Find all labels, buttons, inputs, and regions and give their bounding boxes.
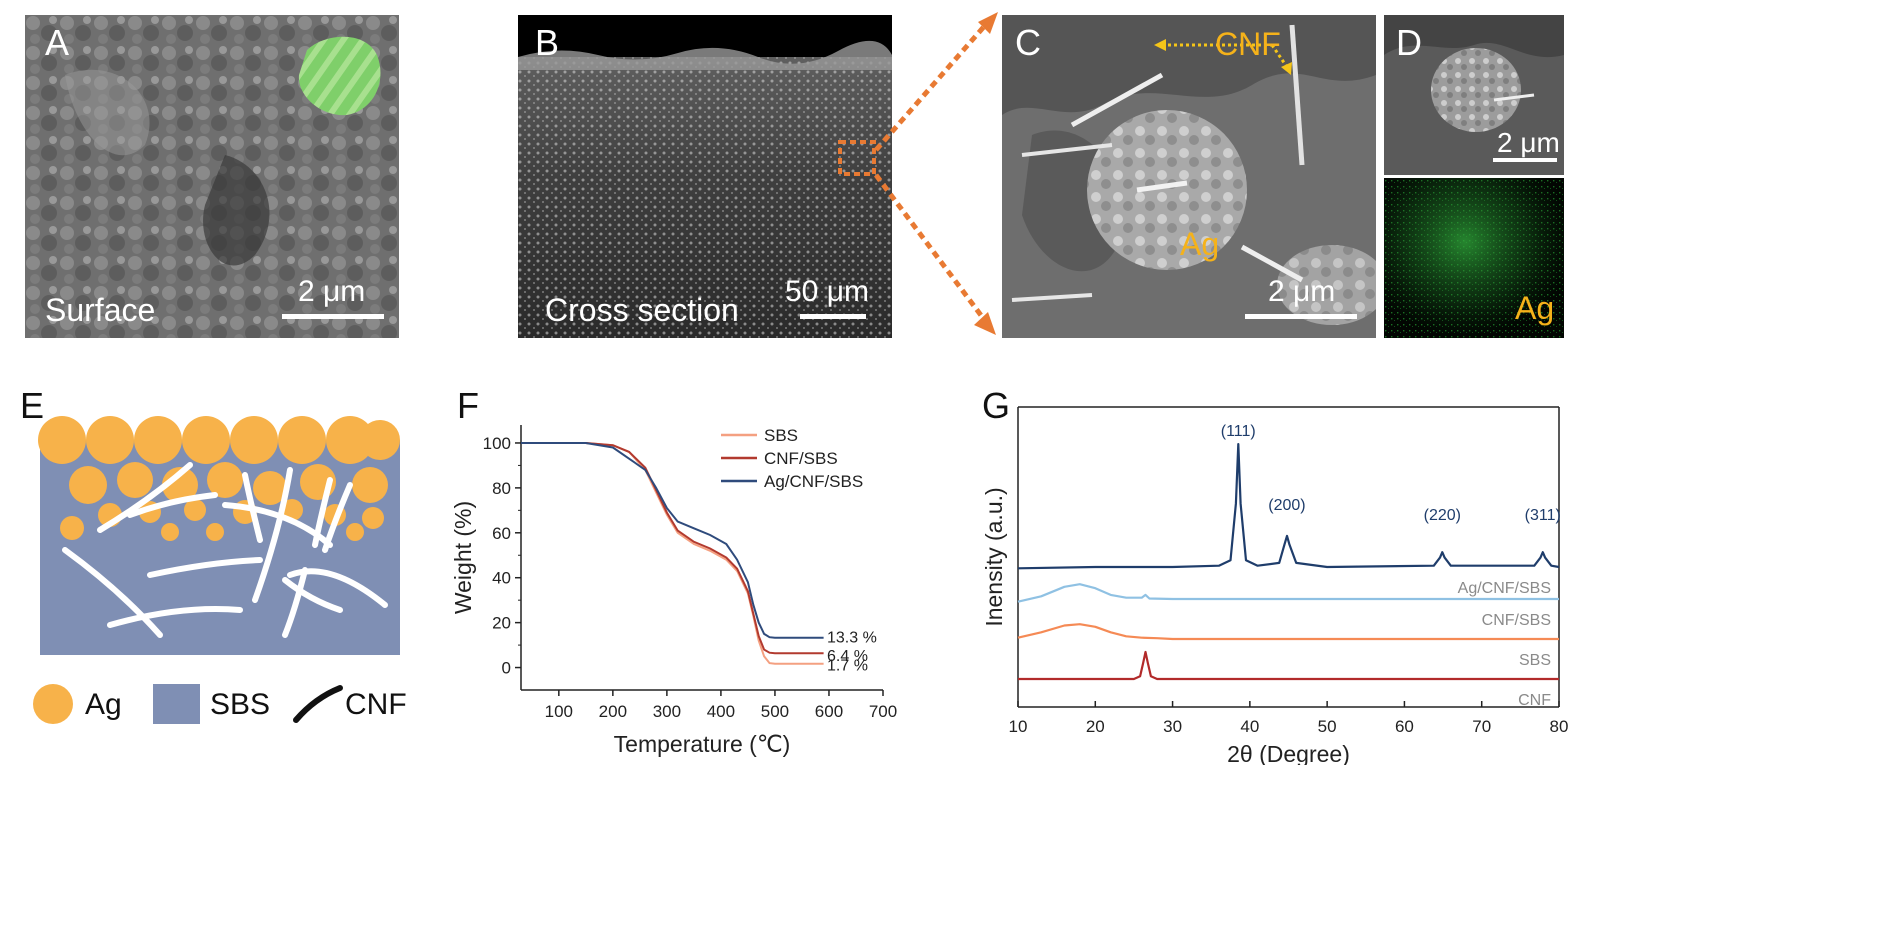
series-label: SBS (1519, 652, 1551, 669)
legend-label: SBS (764, 426, 798, 445)
panel-letter-f: F (457, 385, 479, 426)
series-line-ag-cnf-sbs (521, 442, 824, 639)
sem-d-texture (1384, 15, 1564, 175)
y-tick-label: 60 (492, 524, 511, 543)
schematic-diagram (38, 416, 400, 655)
series-label: CNF (1518, 692, 1551, 709)
eds-map-ag (1384, 178, 1564, 338)
cnf-label: CNF (1215, 26, 1281, 62)
series-line-cnf-sbs (521, 442, 824, 655)
x-tick-label: 400 (707, 702, 735, 721)
sem-surface-texture (25, 15, 399, 338)
series-line-ag-cnf-sbs (1017, 443, 1560, 570)
sem-image-d-top (1384, 15, 1564, 175)
legend-label: Ag/CNF/SBS (764, 472, 863, 491)
sem-image-surface (25, 15, 399, 338)
eds-ag-label: Ag (1515, 290, 1555, 326)
legend-ag-swatch (33, 684, 73, 724)
x-tick-label: 20 (1086, 717, 1105, 736)
legend-cnf-label: CNF (345, 688, 407, 721)
residue-annotation: 13.3 % (827, 630, 877, 647)
residue-annotation: 6.4 % (827, 648, 868, 665)
x-tick-label: 10 (1009, 717, 1028, 736)
peak-label: (200) (1268, 497, 1305, 514)
x-axis-label: 2θ (Degree) (1227, 741, 1350, 765)
sem-cross-section-texture (518, 15, 892, 338)
tga-chart: 100 200 300 400 500 600 700 0 20 40 60 80 100 Tempera… (450, 425, 897, 757)
y-axis-label: Weight (%) (450, 501, 476, 614)
x-tick-label: 40 (1240, 717, 1259, 736)
y-tick-label: 20 (492, 614, 511, 633)
series-line-cnf (1018, 650, 1559, 681)
ag-label: Ag (1180, 226, 1220, 262)
highlight-blob-icon (298, 36, 381, 116)
sem-image-zoom (1002, 15, 1376, 338)
panel-letter-g: G (982, 385, 1011, 426)
series-line-sbs (1017, 623, 1559, 641)
xrd-chart: 10 20 30 40 50 60 70 80 2θ (Degree) Inensity (a.u… (981, 406, 1569, 765)
x-tick-label: 600 (815, 702, 843, 721)
zoom-region-box (838, 140, 876, 176)
panel-letter-a: A (45, 22, 70, 63)
peak-label: (220) (1424, 507, 1461, 524)
cross-section-label: Cross section (545, 292, 739, 328)
surface-label: Surface (45, 292, 156, 328)
x-tick-label: 100 (545, 702, 573, 721)
scale-label-b: 50 μm (785, 275, 869, 308)
y-tick-label: 100 (483, 434, 511, 453)
x-axis-label: Temperature (℃) (614, 731, 791, 757)
panel-letter-e: E (20, 385, 45, 426)
sem-zoom-texture (1002, 15, 1376, 338)
panel-letter-c: C (1015, 22, 1041, 63)
peak-label: (311) (1525, 507, 1561, 524)
y-tick-label: 40 (492, 569, 511, 588)
cnf-fibers (62, 462, 388, 638)
residue-annotation: 1.7 % (827, 658, 868, 675)
scale-label-a: 2 μm (298, 275, 366, 308)
x-tick-label: 300 (653, 702, 681, 721)
scale-bar-a (282, 314, 384, 319)
eds-map-texture (1384, 178, 1564, 338)
panel-letter-d: D (1396, 22, 1422, 63)
scale-bar-c (1245, 314, 1357, 319)
scale-label-d: 2 μm (1497, 127, 1560, 158)
peak-label: (111) (1221, 423, 1256, 440)
x-tick-label: 80 (1550, 717, 1569, 736)
x-tick-label: 60 (1395, 717, 1414, 736)
x-tick-label: 500 (761, 702, 789, 721)
series-line-cnf-sbs (1017, 583, 1559, 603)
legend-label: CNF/SBS (764, 449, 838, 468)
x-tick-label: 200 (599, 702, 627, 721)
legend-ag-label: Ag (85, 688, 122, 721)
legend-sbs-swatch (153, 684, 200, 724)
zoom-arrows (873, 12, 998, 335)
scale-bar-d (1493, 158, 1557, 162)
sem-image-cross-section (518, 15, 892, 338)
y-tick-label: 0 (502, 659, 511, 678)
scale-bar-b (800, 314, 866, 319)
panel-letter-b: B (535, 22, 560, 63)
x-tick-label: 30 (1163, 717, 1182, 736)
legend-sbs-label: SBS (210, 688, 271, 721)
scale-label-c: 2 μm (1268, 275, 1336, 308)
y-axis-label: Inensity (a.u.) (981, 487, 1007, 626)
x-tick-label: 50 (1318, 717, 1337, 736)
y-tick-label: 80 (492, 479, 511, 498)
legend-cnf-swatch (293, 685, 343, 723)
x-tick-label: 700 (869, 702, 897, 721)
series-label: CNF/SBS (1482, 612, 1551, 629)
x-tick-label: 70 (1472, 717, 1491, 736)
series-label: Ag/CNF/SBS (1458, 580, 1551, 597)
